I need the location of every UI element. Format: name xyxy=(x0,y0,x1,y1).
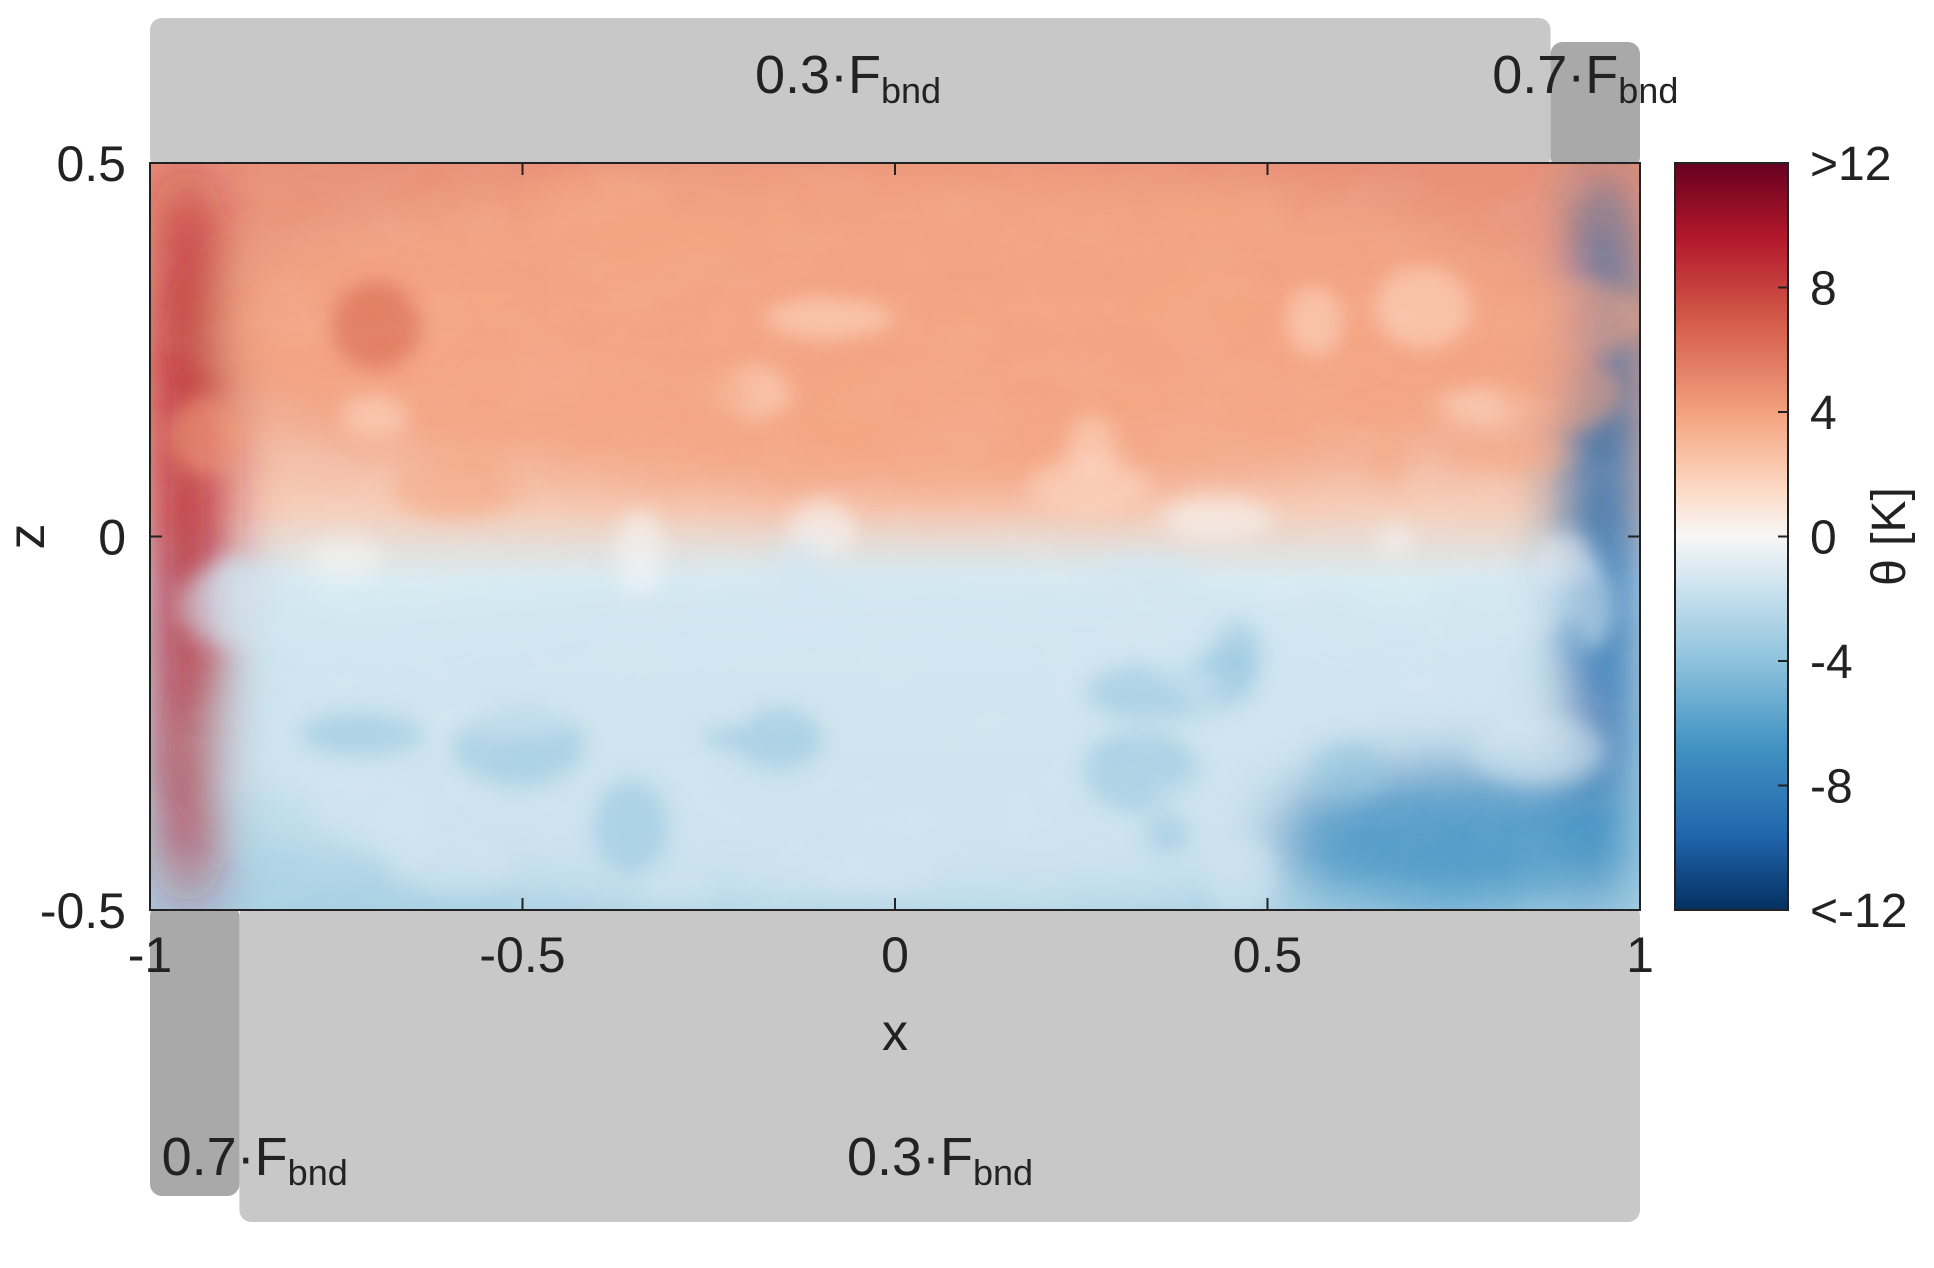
top-boundary-box xyxy=(150,18,1551,169)
bottom-corner-boundary-box xyxy=(150,904,240,1196)
colorbar-label: θ [K] xyxy=(1863,487,1916,586)
x-axis-label: x xyxy=(882,1004,908,1062)
x-tick-label: -1 xyxy=(128,927,172,983)
boundary-annotations: 0.3·Fbnd 0.7·Fbnd 0.7·Fbnd 0.3·Fbnd xyxy=(150,18,1678,1222)
bottom-boundary-label: 0.3·Fbnd xyxy=(847,1127,1033,1193)
colorbar-tick-label: 4 xyxy=(1810,387,1837,440)
colorbar: >12 8 4 0 -4 -8 <-12 θ [K] xyxy=(1674,138,1916,938)
x-tick-label: 1 xyxy=(1626,927,1654,983)
colorbar-tick-label: >12 xyxy=(1810,138,1891,191)
bottom-corner-boundary-label: 0.7·Fbnd xyxy=(162,1127,348,1193)
colorbar-tick-label: <-12 xyxy=(1810,885,1907,938)
colorbar-ticks: >12 8 4 0 -4 -8 <-12 xyxy=(1778,138,1907,938)
x-tick-label: -0.5 xyxy=(479,927,565,983)
y-tick-label: -0.5 xyxy=(40,883,126,939)
temperature-field xyxy=(150,163,1640,910)
field-texture xyxy=(150,163,1640,910)
colorbar-tick-label: -8 xyxy=(1810,761,1853,814)
axes: -1 -0.5 0 0.5 1-0.500.5 xyxy=(40,136,1654,983)
colorbar-tick-label: -4 xyxy=(1810,636,1853,689)
x-tick-label: 0 xyxy=(881,927,909,983)
top-boundary-label: 0.3·Fbnd xyxy=(755,45,941,111)
colorbar-gradient xyxy=(1674,162,1789,911)
bottom-boundary-box xyxy=(239,904,1640,1222)
top-corner-boundary-box xyxy=(1550,42,1640,169)
top-corner-boundary-label: 0.7·Fbnd xyxy=(1492,45,1678,111)
x-tick-label: 0.5 xyxy=(1233,927,1303,983)
colorbar-tick-label: 0 xyxy=(1810,512,1837,565)
y-tick-label: 0 xyxy=(98,510,126,566)
y-tick-label: 0.5 xyxy=(56,136,126,192)
y-axis-label: z xyxy=(0,524,56,550)
colorbar-tick-label: 8 xyxy=(1810,263,1837,316)
